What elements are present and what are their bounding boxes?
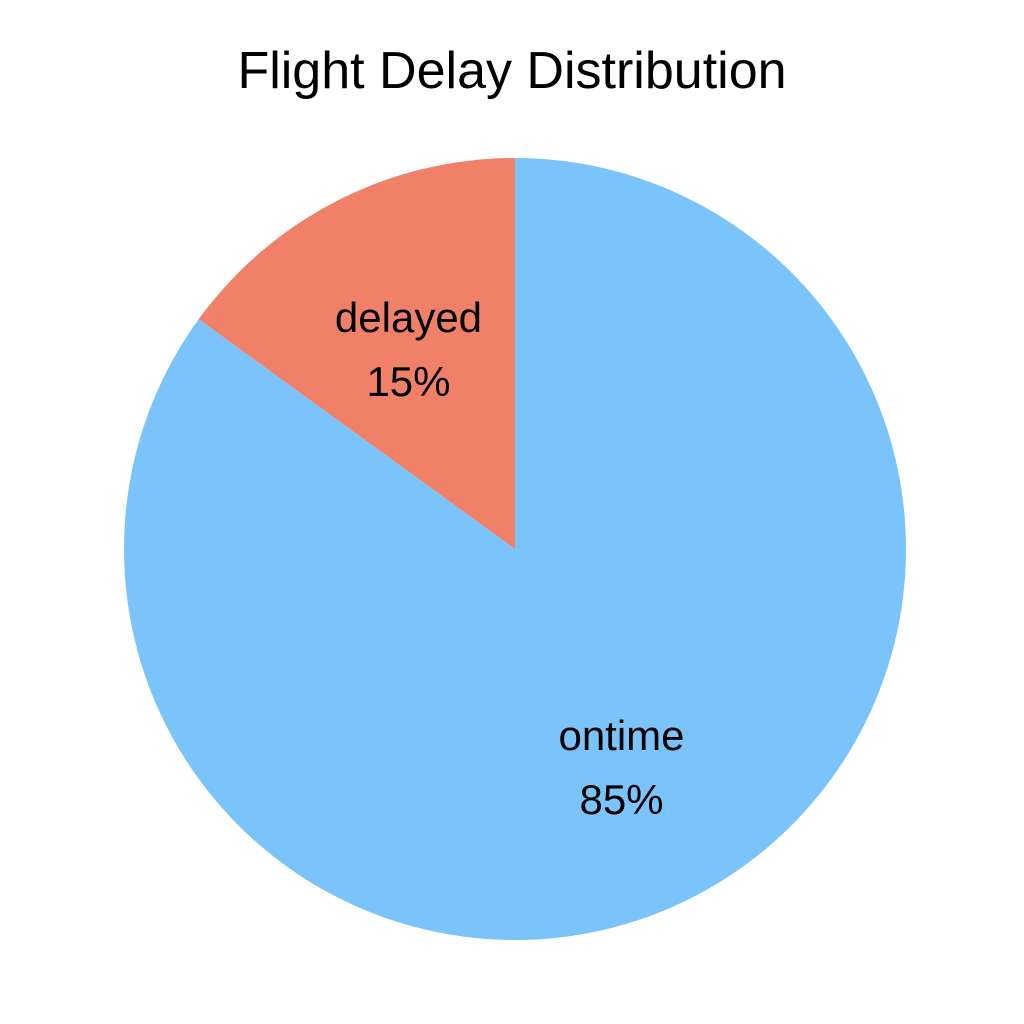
pie-labels: ontime 85% delayed 15% — [335, 294, 685, 823]
slice-value-delayed: 15% — [366, 358, 450, 405]
slice-label-ontime: ontime — [558, 712, 684, 759]
slice-label-delayed: delayed — [335, 294, 482, 341]
slice-value-ontime: 85% — [579, 776, 663, 823]
chart-title: Flight Delay Distribution — [237, 42, 787, 100]
pie-slice-delayed — [198, 158, 515, 549]
pie-slices — [123, 158, 907, 940]
